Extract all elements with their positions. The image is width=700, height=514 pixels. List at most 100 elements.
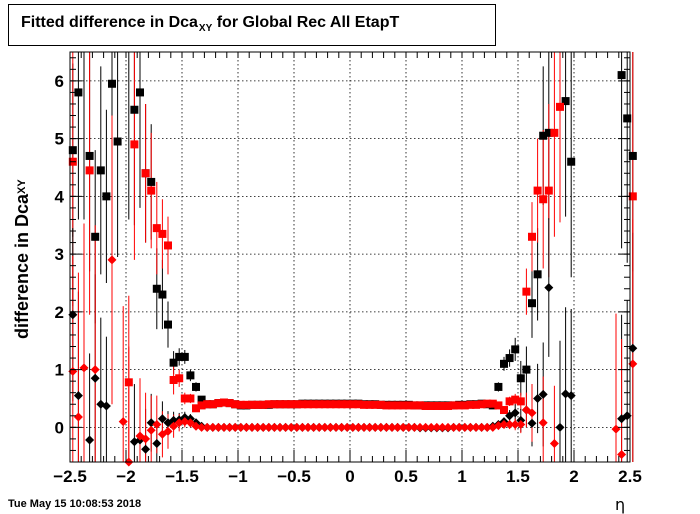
data-point-square [477,400,486,409]
data-point-diamond [337,422,347,432]
data-point-square [427,401,436,410]
data-point-square [376,400,385,409]
data-point-square [264,400,273,409]
data-point-square [270,400,279,409]
data-point-square [337,400,346,409]
data-point-square [533,186,542,195]
data-point-square [516,374,525,383]
data-point-diamond [152,439,162,449]
data-point-square [186,371,195,380]
data-point-diamond [331,422,341,432]
data-point-diamond [73,391,83,401]
x-tick-label: −2.5 [53,467,87,486]
data-point-diamond [533,393,543,403]
data-point-diamond [169,421,179,431]
data-point-square [449,401,458,410]
data-point-square [348,400,357,409]
data-point-square [460,401,469,410]
data-point-diamond [236,422,246,432]
data-point-diamond [230,422,240,432]
data-point-square [276,400,284,409]
data-point-square [511,345,520,354]
x-tick-label: −2 [116,467,135,486]
data-point-square [169,358,178,367]
data-point-diamond [421,422,431,432]
data-point-diamond [387,422,397,432]
data-point-square [248,400,256,409]
data-point-square [253,400,262,409]
data-point-diamond [253,422,263,432]
title-subscript: XY [198,23,213,34]
data-point-diamond [292,422,302,432]
data-point-diamond [628,359,638,369]
data-point-square [287,400,296,409]
data-point-square [388,401,396,410]
data-point-square [360,400,368,409]
data-point-square [505,354,514,363]
data-point-square [292,400,301,409]
x-tick-label: 1.5 [506,467,530,486]
data-point-diamond [213,422,223,432]
timestamp: Tue May 15 10:08:53 2018 [8,498,142,510]
data-point-square [623,114,632,123]
data-point-diamond [202,422,212,432]
data-point-square [242,400,251,409]
data-point-square [164,241,172,250]
data-point-diamond [426,422,436,432]
data-point-square [203,400,212,409]
data-point-diamond [566,391,576,401]
x-tick-label: −1.5 [165,467,199,486]
data-point-diamond [241,422,251,432]
data-point-square [494,382,503,391]
data-point-square [85,166,94,175]
data-point-square [332,400,340,409]
data-point-diamond [370,422,380,432]
data-point-square [466,400,475,409]
y-tick-label: 3 [55,245,64,264]
data-point-square [197,395,206,404]
chart-title: Fitted difference in DcaXY for Global Re… [21,14,399,34]
data-point-diamond [107,255,117,265]
data-point-diamond [404,422,414,432]
data-point-square [382,401,391,410]
data-point-square [169,376,178,384]
data-point-diamond [527,408,537,418]
data-point-diamond [157,414,167,424]
y-tick-label: 0 [55,418,64,437]
data-point-diamond [510,419,520,429]
data-point-diamond [264,422,274,432]
data-point-square [102,192,111,201]
data-point-square [617,71,626,80]
data-point-diamond [482,422,492,432]
data-point-diamond [247,422,257,432]
data-point-square [91,232,100,241]
tick-labels-layer: −2.5 −2 −1.5 −1 −0.5 0 0.5 1 1.5 2 2.5 0 1 2 3 4 5 6 [53,72,642,486]
data-point-diamond [398,422,408,432]
data-point-diamond [499,419,509,429]
data-point-diamond [208,422,218,432]
data-point-square [539,195,548,204]
data-point-square [124,378,133,387]
data-point-square [343,400,352,409]
data-point-diamond [118,417,128,427]
data-point-diamond [85,435,95,445]
data-point-square [544,128,553,137]
data-point-square [141,169,150,178]
markers-layer [68,71,638,467]
data-point-diamond [79,363,89,373]
x-tick-label: −1 [228,467,247,486]
data-point-square [516,397,525,406]
data-point-diamond [353,422,363,432]
data-point-square [494,401,503,410]
data-point-diamond [415,422,425,432]
data-point-square [399,401,408,410]
data-point-diamond [611,424,621,434]
data-point-square [354,400,363,409]
data-point-square [186,394,195,403]
data-point-square [175,352,184,361]
data-point-diamond [549,439,559,449]
data-point-square [220,398,228,407]
data-point-square [365,400,374,409]
data-point-diamond [393,422,403,432]
data-point-diamond [376,422,386,432]
